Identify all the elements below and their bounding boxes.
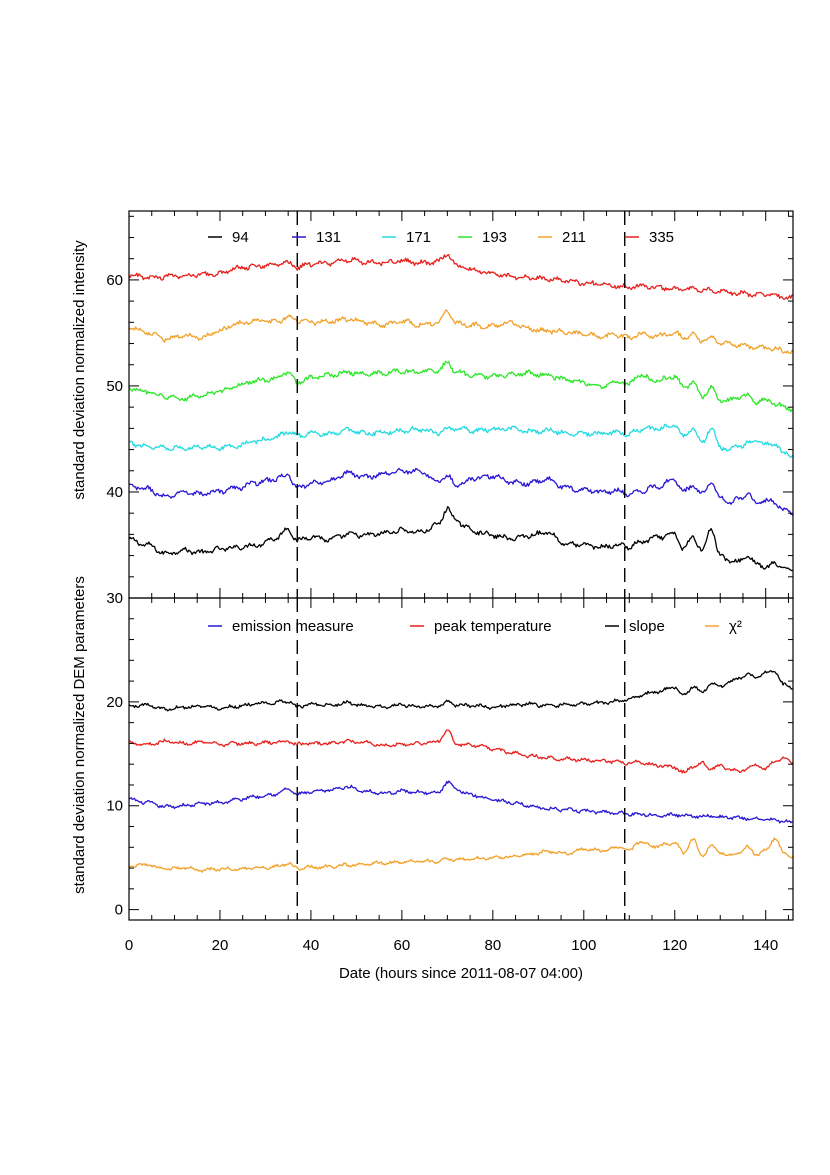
x-tick-label: 20 bbox=[212, 937, 229, 954]
x-tick-label: 100 bbox=[571, 937, 596, 954]
legend-label: slope bbox=[629, 618, 665, 635]
series-line-1-3 bbox=[128, 837, 794, 873]
series-line-1-2 bbox=[128, 670, 794, 712]
plot-frame-1 bbox=[128, 597, 794, 921]
legend-1: emission measure peak temperature slope χ² bbox=[208, 618, 742, 635]
series-line-1-1 bbox=[129, 729, 794, 774]
top-ylabel: standard deviation normalized intensity bbox=[71, 240, 88, 500]
legend-label: 171 bbox=[406, 229, 431, 246]
series-line-0-4 bbox=[128, 309, 794, 355]
x-axis-label: Date (hours since 2011-08-07 04:00) bbox=[339, 965, 583, 982]
legend-label: 335 bbox=[649, 229, 674, 246]
bottom-panel: standard deviation normalized DEM parame… bbox=[71, 576, 794, 982]
bottom-ylabel: standard deviation normalized DEM parame… bbox=[71, 576, 88, 894]
x-tick-label: 40 bbox=[303, 937, 320, 954]
series-line-0-0 bbox=[128, 506, 794, 572]
x-tick-label: 0 bbox=[125, 937, 133, 954]
x-tick-label: 140 bbox=[753, 937, 778, 954]
y-tick-label: 0 bbox=[115, 902, 123, 919]
y-tick-label: 60 bbox=[106, 272, 123, 289]
x-tick-label: 120 bbox=[662, 937, 687, 954]
legend-label: peak temperature bbox=[434, 618, 552, 635]
y-tick-label: 10 bbox=[106, 798, 123, 815]
y-tick-label: 50 bbox=[106, 378, 123, 395]
series-line-0-1 bbox=[128, 467, 794, 517]
legend-label: 94 bbox=[232, 229, 249, 246]
legend-label: χ² bbox=[729, 618, 742, 635]
series-line-0-5 bbox=[128, 254, 794, 301]
x-tick-label: 80 bbox=[484, 937, 501, 954]
y-tick-label: 20 bbox=[106, 694, 123, 711]
legend-label: 193 bbox=[482, 229, 507, 246]
legend-0: 94 131 171 193 211 335 bbox=[208, 229, 674, 246]
x-tick-label: 60 bbox=[394, 937, 411, 954]
y-tick-label: 40 bbox=[106, 484, 123, 501]
y-tick-label: 30 bbox=[106, 590, 123, 607]
legend-label: 211 bbox=[562, 229, 586, 246]
legend-label: 131 bbox=[316, 229, 341, 246]
legend-label: emission measure bbox=[232, 618, 354, 635]
series-line-0-3 bbox=[128, 360, 794, 413]
top-panel: standard deviation normalized intensity … bbox=[71, 210, 794, 599]
series-line-0-2 bbox=[128, 423, 794, 459]
series-line-1-0 bbox=[128, 780, 794, 824]
